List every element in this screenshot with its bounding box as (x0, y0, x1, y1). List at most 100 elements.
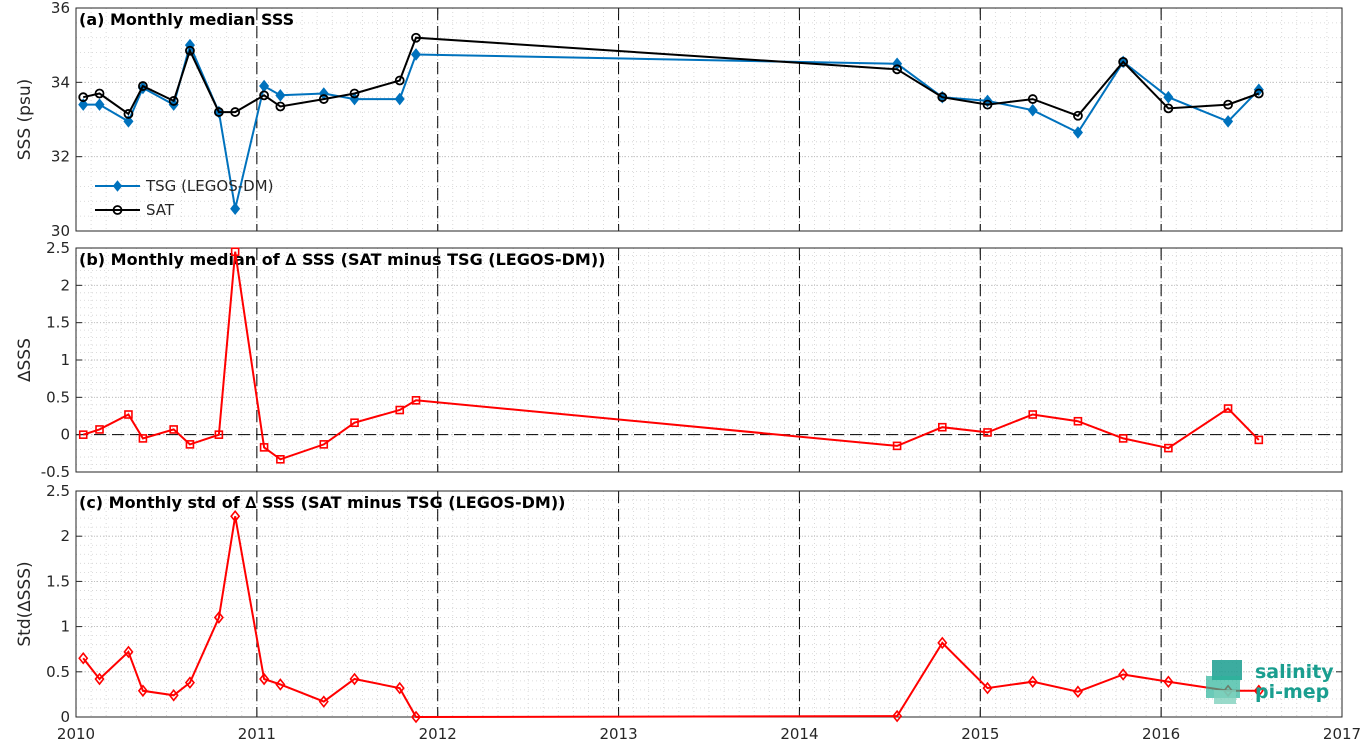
logo-block (1214, 690, 1236, 704)
data-point (95, 425, 104, 434)
y-tick-label: 1.5 (46, 314, 70, 332)
legend-label: SAT (146, 201, 175, 219)
data-point (1223, 99, 1233, 110)
data-point (94, 88, 105, 99)
y-tick-label: 1 (60, 618, 70, 636)
series-delta-c (78, 510, 1264, 724)
data-point (78, 651, 89, 665)
data-point (1223, 404, 1233, 413)
y-tick-label: 1.5 (46, 572, 70, 590)
legend-marker (112, 205, 123, 215)
data-point (138, 81, 148, 91)
data-point (185, 45, 195, 56)
x-tick-label: 2015 (961, 725, 999, 743)
data-point (78, 92, 89, 103)
panel-a-sss: 30 32 34 36 SSS (psu) (a) Monthly median SSS T… (15, 0, 1343, 240)
data-point (230, 247, 240, 257)
panel-title: (c) Monthly std of ∆ SSS (SAT minus TSG … (79, 493, 565, 512)
data-point (169, 425, 178, 434)
y-tick-label: 34 (51, 73, 70, 91)
data-point (1164, 443, 1173, 453)
y-axis-label: Std(∆SSS) (15, 561, 35, 646)
data-point (137, 684, 148, 698)
logo-block (1212, 660, 1242, 680)
axes-frame (75, 7, 1343, 232)
data-point (350, 418, 359, 428)
data-point (259, 443, 269, 452)
legend: TSG (LEGOS-DM) SAT (95, 177, 273, 219)
data-point (1072, 126, 1083, 139)
y-tick-label: 30 (51, 222, 70, 240)
data-point (394, 75, 405, 86)
data-point (410, 48, 422, 61)
data-point (184, 676, 195, 689)
x-tick-label: 2017 (1323, 725, 1361, 743)
data-point (123, 115, 134, 128)
y-tick-label: 1 (60, 351, 70, 369)
panel-title: (a) Monthly median SSS (79, 10, 294, 29)
data-point (213, 107, 224, 117)
x-tick-label: 2013 (599, 725, 637, 743)
data-point (395, 405, 405, 415)
data-point (123, 109, 134, 119)
data-point (1253, 684, 1264, 698)
y-tick-label: 0 (60, 426, 70, 444)
data-point (138, 434, 148, 443)
data-point (1072, 685, 1083, 698)
y-tick-label: 0.5 (46, 663, 70, 681)
data-point (410, 710, 422, 724)
data-point (1163, 675, 1174, 689)
data-point (938, 422, 947, 432)
y-tick-label: 0 (60, 708, 70, 726)
data-point (230, 107, 241, 117)
data-point (1073, 110, 1083, 121)
data-point (1027, 675, 1038, 689)
logo-text-line1: salinity (1255, 661, 1334, 683)
y-axis-label: SSS (psu) (15, 79, 35, 160)
data-point (78, 430, 88, 439)
y-tick-label: 0.5 (46, 388, 70, 406)
data-point (259, 672, 270, 686)
y-tick-label: 32 (51, 148, 70, 166)
data-point (185, 440, 195, 449)
x-tick-label: 2012 (419, 725, 457, 743)
y-tick-label: -0.5 (41, 463, 70, 481)
legend-label: TSG (LEGOS-DM) (145, 177, 273, 195)
data-point (319, 440, 329, 449)
data-point (411, 32, 421, 43)
y-tick-label: 36 (51, 0, 70, 17)
data-point (1027, 94, 1038, 104)
data-point (349, 88, 360, 99)
data-point (411, 396, 421, 405)
panel-b-delta-sss: -0.5 0 0.5 1 1.5 2 2.5 ∆SSS (b) Monthly median o… (15, 239, 1343, 481)
data-point (123, 645, 134, 659)
series-line (82, 251, 1260, 461)
data-point (983, 428, 992, 437)
data-point (1253, 88, 1264, 99)
data-point (275, 101, 286, 112)
data-point (982, 99, 993, 110)
data-point (892, 441, 902, 451)
series-line (82, 516, 1259, 719)
y-tick-label: 2.5 (46, 482, 70, 500)
data-point (394, 681, 405, 695)
data-point (78, 98, 89, 111)
logo-text-line2: pi-mep (1255, 681, 1329, 703)
y-tick-label: 2 (60, 276, 70, 294)
data-point (213, 611, 224, 624)
x-tick-label: 2010 (57, 725, 95, 743)
y-tick-label: 2 (60, 527, 70, 545)
data-point (1163, 103, 1174, 114)
data-point (94, 98, 105, 111)
data-point (214, 430, 224, 439)
data-point (168, 689, 179, 702)
data-point (124, 410, 133, 419)
y-axis-label: ∆SSS (15, 338, 35, 383)
data-point (892, 709, 903, 723)
data-point (1254, 435, 1264, 445)
year-lines (256, 491, 1162, 717)
data-point (1118, 434, 1128, 443)
legend-marker (112, 180, 123, 192)
